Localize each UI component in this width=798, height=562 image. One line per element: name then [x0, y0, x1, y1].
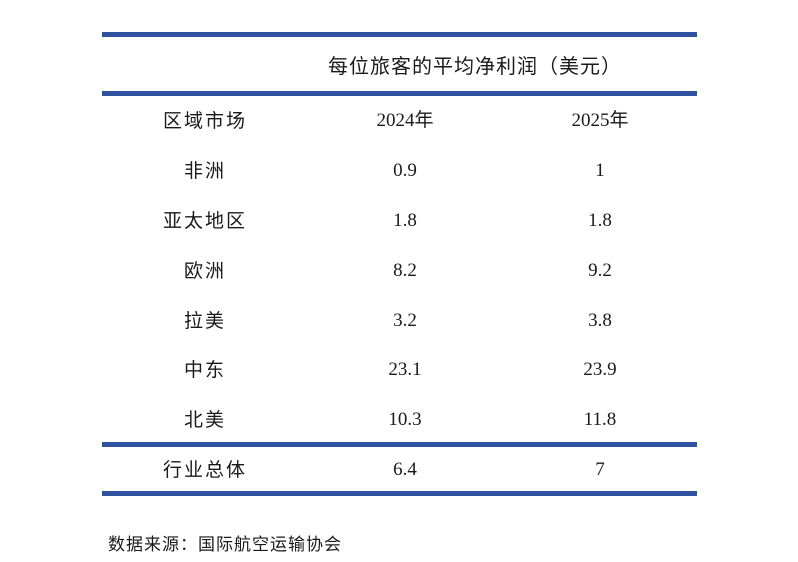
row-region: 欧洲	[183, 260, 226, 282]
row-region: 中东	[183, 359, 226, 381]
row-region: 北美	[183, 409, 226, 431]
row-value-2025: 3.8	[588, 310, 612, 331]
row-value-2025: 9.2	[588, 260, 612, 281]
header-region: 区域市场	[162, 110, 247, 132]
bottom-rule	[102, 491, 697, 496]
row-value-2025: 1.8	[588, 210, 612, 231]
row-value-2024: 0.9	[393, 160, 417, 181]
row-value-2024: 23.1	[388, 359, 422, 380]
row-value-2024: 3.2	[393, 310, 417, 331]
title-rule	[102, 91, 697, 96]
row-value-2024: 1.8	[393, 210, 417, 231]
source-note: 数据来源：国际航空运输协会	[108, 535, 342, 555]
total-value-2024: 6.4	[393, 459, 417, 480]
total-rule	[102, 442, 697, 447]
row-value-2025: 11.8	[583, 409, 617, 430]
table-title: 每位旅客的平均净利润（美元）	[328, 54, 622, 78]
row-value-2025: 23.9	[583, 359, 617, 380]
header-2024: 2024年	[376, 110, 434, 131]
row-region: 亚太地区	[162, 210, 247, 232]
total-value-2025: 7	[595, 459, 605, 480]
row-value-2024: 10.3	[388, 409, 422, 430]
row-value-2024: 8.2	[393, 260, 417, 281]
header-2025: 2025年	[571, 110, 629, 131]
row-region: 拉美	[183, 310, 226, 332]
total-region: 行业总体	[162, 459, 247, 481]
top-rule	[102, 32, 697, 37]
row-region: 非洲	[183, 160, 226, 182]
row-value-2025: 1	[595, 160, 605, 181]
